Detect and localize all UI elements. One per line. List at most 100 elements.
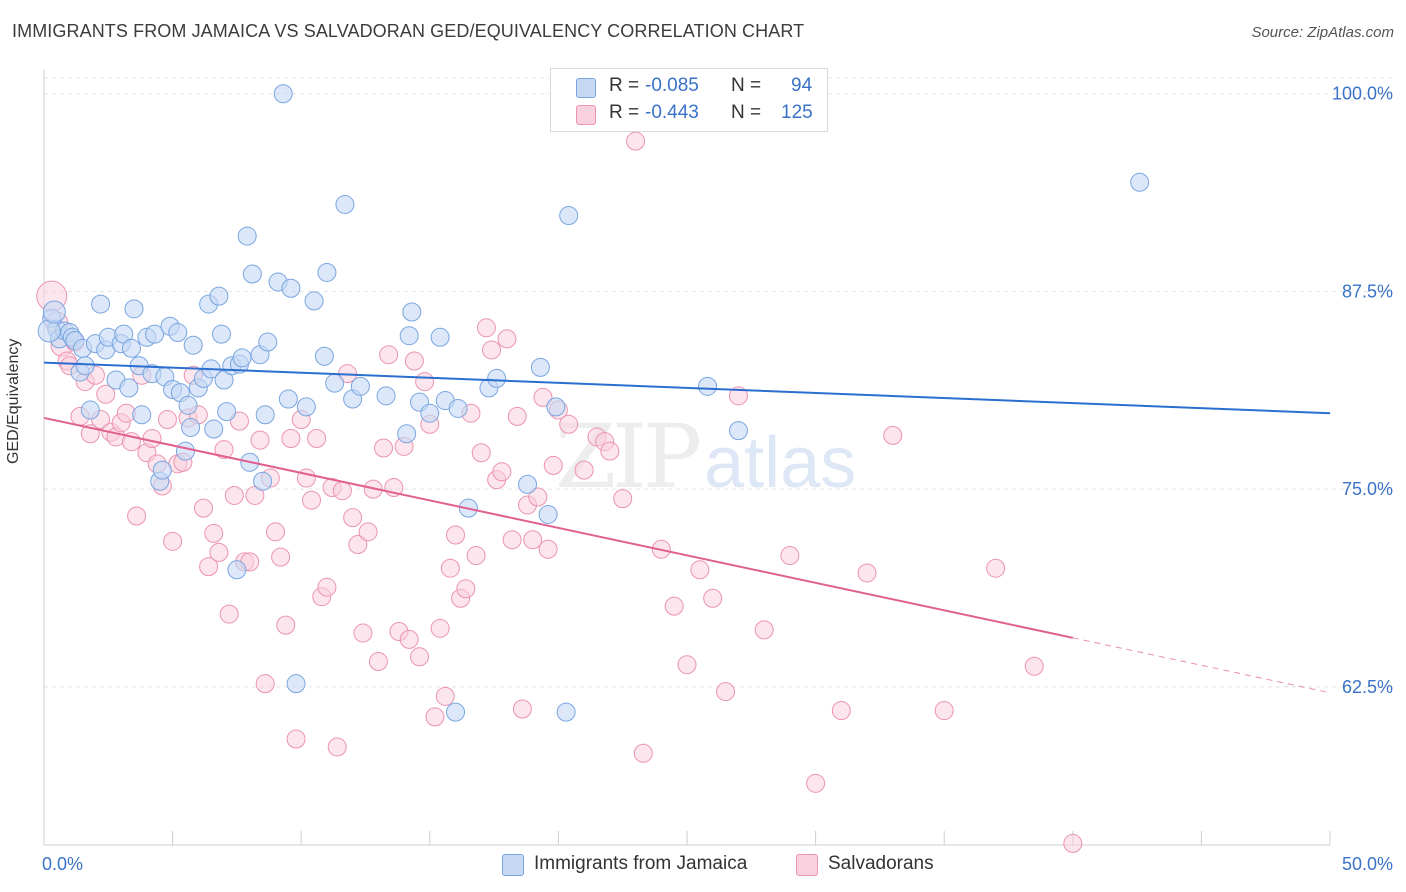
salvadorans-legend-label: Salvadorans <box>828 853 934 874</box>
jamaica-point <box>121 338 141 358</box>
jamaica-point <box>119 378 139 398</box>
salvadorans-point <box>163 531 183 551</box>
jamaica-point <box>168 323 188 343</box>
jamaica-point <box>314 346 334 366</box>
jamaica-point <box>145 324 165 344</box>
jamaica-point <box>209 286 229 306</box>
salvadorans-point <box>399 629 419 649</box>
jamaica-point <box>487 368 507 388</box>
salvadorans-point <box>404 351 424 371</box>
salvadorans-point <box>857 563 877 583</box>
salvadorans-point <box>430 618 450 638</box>
x-tick-label: 50.0% <box>1342 854 1393 874</box>
salvadorans-point <box>934 701 954 721</box>
jamaica-point <box>402 302 422 322</box>
salvadorans-point <box>482 340 502 360</box>
salvadorans-point <box>703 588 723 608</box>
salvadorans-point <box>343 508 363 528</box>
jamaica-point <box>446 702 466 722</box>
salvadorans-point <box>754 620 774 640</box>
salvadorans-point <box>502 530 522 550</box>
jamaica-point <box>376 386 396 406</box>
jamaica-legend-swatch <box>502 854 524 876</box>
jamaica-point <box>217 402 237 422</box>
y-tick-label: 87.5% <box>1342 281 1393 301</box>
salvadorans-point <box>379 345 399 365</box>
legend-n-label: N = <box>731 75 762 96</box>
jamaica-point <box>227 560 247 580</box>
jamaica-point <box>556 702 576 722</box>
legend-n-label: N = <box>731 102 762 123</box>
salvadorans-point <box>127 506 147 526</box>
salvadorans-legend-swatch <box>796 854 818 876</box>
salvadorans-point <box>327 737 347 757</box>
salvadorans-point <box>271 547 291 567</box>
salvadorans-point <box>142 429 162 449</box>
salvadorans-point <box>199 557 219 577</box>
legend-r-value: -0.443 <box>645 102 699 123</box>
salvadorans-point <box>466 546 486 566</box>
salvadorans-point <box>1063 833 1083 853</box>
salvadorans-point <box>415 372 435 392</box>
salvadorans-point <box>806 773 826 793</box>
salvadorans-point <box>281 429 301 449</box>
salvadorans-point <box>626 131 646 151</box>
zipatlas-watermark: ZIPatlas <box>555 405 856 508</box>
salvadorans-point <box>301 490 321 510</box>
salvadorans-point <box>476 318 496 338</box>
salvadorans-point <box>831 701 851 721</box>
jamaica-point <box>296 397 316 417</box>
jamaica-point <box>124 299 144 319</box>
jamaica-point <box>273 84 293 104</box>
salvadorans-point <box>353 623 373 643</box>
jamaica-point <box>448 398 468 418</box>
salvadorans-point <box>677 655 697 675</box>
salvadorans-point <box>456 579 476 599</box>
legend-row-salvadorans: R = -0.443 N = 125 <box>551 101 827 127</box>
salvadorans-point <box>214 440 234 460</box>
axes <box>43 70 1331 846</box>
jamaica-point <box>281 278 301 298</box>
salvadorans-point <box>728 386 748 406</box>
tick-labels: 62.5% 75.0% 87.5% 100.0% 0.0% 50.0% <box>42 84 1393 874</box>
salvadorans-points <box>36 131 1083 853</box>
jamaica-point <box>325 373 345 393</box>
salvadorans-point <box>523 530 543 550</box>
jamaica-point <box>175 441 195 461</box>
y-axis-label: GED/Equivalency <box>5 338 22 464</box>
legend-n-value: 94 <box>791 75 813 96</box>
jamaica-point <box>132 405 152 425</box>
salvadorans-point <box>446 525 466 545</box>
salvadorans-point <box>374 438 394 458</box>
jamaica-point <box>304 291 324 311</box>
salvadorans-point <box>348 534 368 554</box>
jamaica-point <box>278 389 298 409</box>
jamaica-point <box>1130 172 1150 192</box>
y-tick-label: 100.0% <box>1332 84 1393 104</box>
jamaica-point <box>237 226 257 246</box>
salvadorans-point <box>533 387 553 407</box>
salvadorans-point <box>716 682 736 702</box>
jamaica-point <box>253 471 273 491</box>
salvadorans-point <box>633 743 653 763</box>
jamaica-point <box>204 419 224 439</box>
legend-row-jamaica: R = -0.085 N = 94 <box>551 74 827 100</box>
salvadorans-point <box>204 523 224 543</box>
salvadorans-point <box>368 652 388 672</box>
salvadorans-point <box>255 674 275 694</box>
salvadorans-point <box>219 604 239 624</box>
jamaica-point <box>430 327 450 347</box>
legend-n-value: 125 <box>781 102 813 123</box>
salvadorans-trend-line <box>43 416 1074 639</box>
jamaica-point <box>420 403 440 423</box>
jamaica-points <box>37 84 1150 722</box>
salvadorans-point <box>600 441 620 461</box>
jamaica-point <box>42 300 66 324</box>
jamaica-point <box>518 474 538 494</box>
salvadorans-point <box>613 489 633 509</box>
jamaica-point <box>232 348 252 368</box>
jamaica-point <box>530 357 550 377</box>
salvadorans-point <box>690 560 710 580</box>
watermark-atlas: atlas <box>704 423 857 503</box>
